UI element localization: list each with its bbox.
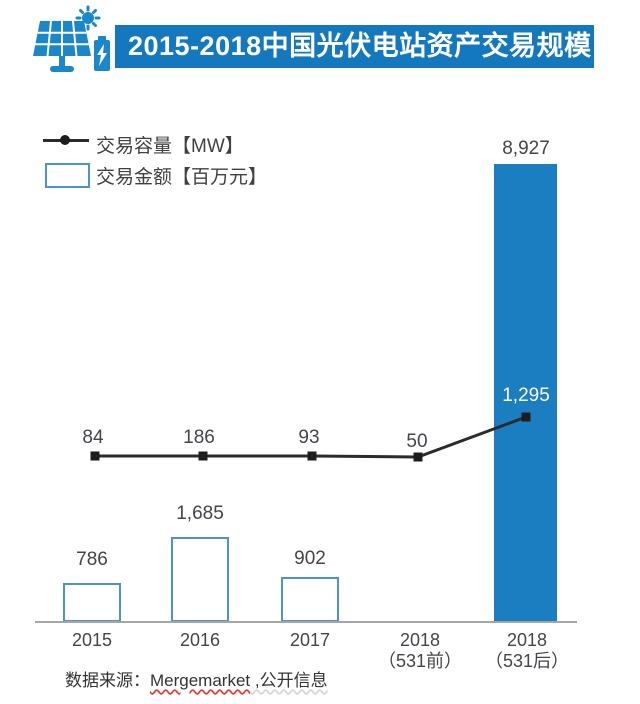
data-source-note: 数据来源：Mergemarket ,公开信息 bbox=[65, 666, 328, 691]
x-label-2018-post531-year: 2018 bbox=[506, 630, 548, 650]
x-label-2018-pre531-year: 2018 bbox=[399, 630, 441, 650]
legend-bar-swatch bbox=[45, 163, 90, 188]
line-value-2017: 93 bbox=[298, 427, 320, 448]
line-value-2018-post531: 1,295 bbox=[502, 385, 550, 406]
source-suffix: ,公开信息 bbox=[250, 671, 328, 690]
source-prefix: 数据来源： bbox=[65, 671, 150, 690]
x-label-2018-pre531: 2018 （531前） bbox=[378, 630, 462, 672]
legend-line-marker-icon bbox=[60, 135, 70, 145]
bar-value-2018-post531: 8,927 bbox=[502, 138, 550, 159]
x-label-2016: 2016 bbox=[179, 630, 221, 650]
bar-value-2017: 902 bbox=[294, 548, 326, 569]
line-value-2016: 186 bbox=[183, 427, 215, 448]
bar-2016 bbox=[171, 537, 229, 622]
solar-panel-sun-battery-icon bbox=[33, 5, 110, 72]
legend-amount-label: 交易金额【百万元】 bbox=[96, 167, 268, 188]
line-value-2015: 84 bbox=[82, 427, 104, 448]
bar-2015 bbox=[63, 583, 121, 622]
x-label-2018-pre531-note: （531前） bbox=[377, 651, 463, 671]
x-axis-line bbox=[35, 621, 577, 623]
bar-value-2016: 1,685 bbox=[176, 503, 224, 524]
line-value-2018-pre531: 50 bbox=[406, 431, 428, 452]
x-label-2015: 2015 bbox=[71, 630, 113, 650]
bar-value-2015: 786 bbox=[76, 549, 108, 570]
x-label-2018-post531-note: （531后） bbox=[484, 651, 570, 671]
page-title: 2015-2018中国光伏电站资产交易规模 bbox=[115, 25, 594, 68]
source-name: Mergemarket bbox=[150, 671, 251, 690]
x-label-2018-post531: 2018 （531后） bbox=[485, 630, 569, 672]
legend-capacity-label: 交易容量【MW】 bbox=[96, 136, 244, 157]
bar-2018-post531 bbox=[494, 164, 557, 622]
bar-2017 bbox=[281, 577, 339, 622]
x-label-2017: 2017 bbox=[289, 630, 331, 650]
